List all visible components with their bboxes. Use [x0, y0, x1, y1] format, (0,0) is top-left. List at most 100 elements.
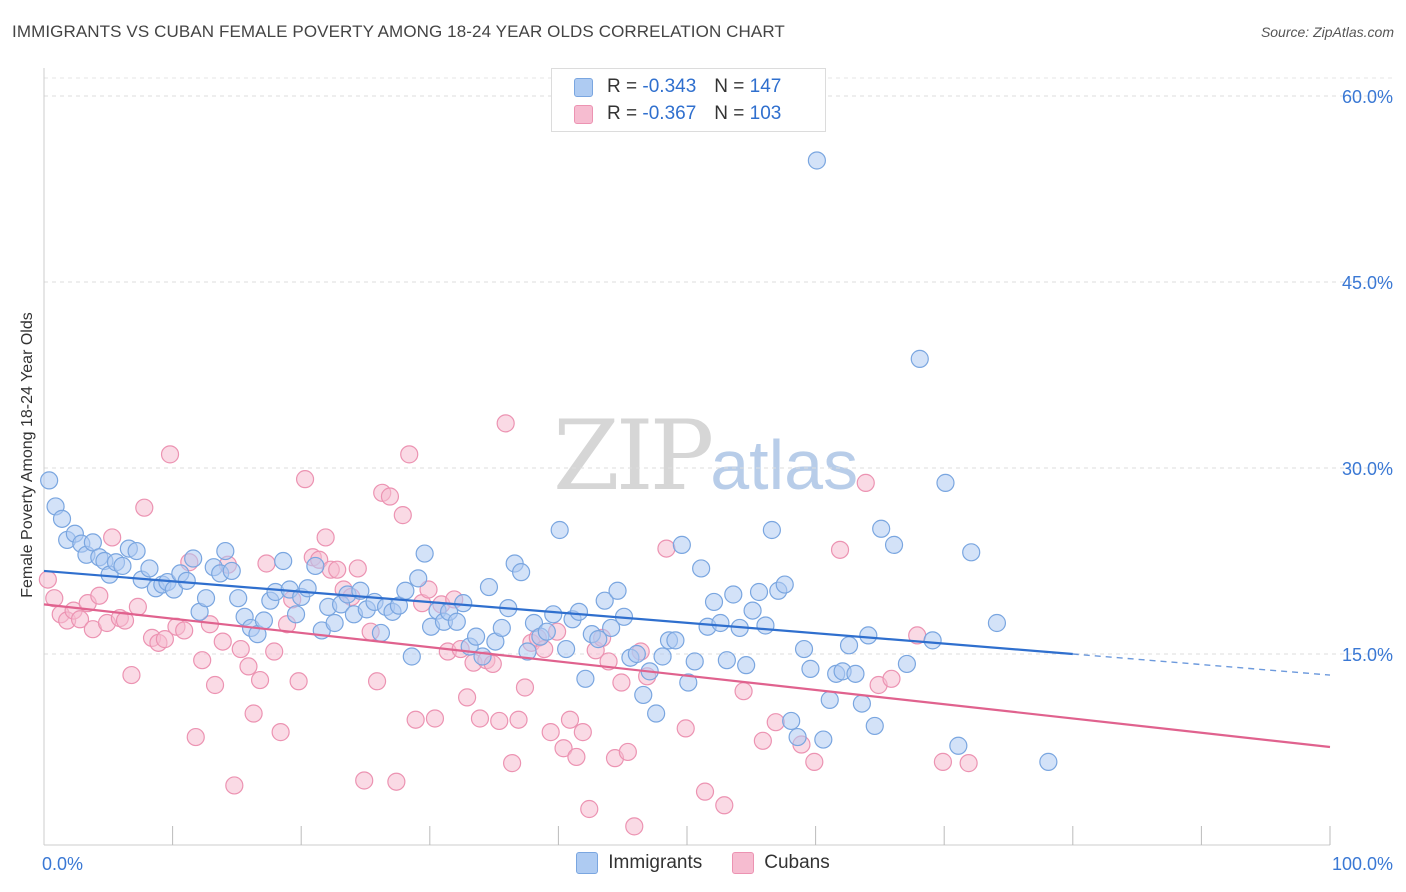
immigrants-point: [627, 644, 646, 664]
cubans-point: [856, 473, 875, 492]
cubans-point: [490, 711, 509, 731]
immigrants-point: [298, 579, 317, 598]
immigrants-point: [447, 612, 466, 631]
immigrants-trend-line: [43, 569, 1073, 656]
cubans-point: [155, 630, 174, 649]
cubans-point: [128, 597, 147, 616]
immigrants-point: [589, 630, 608, 649]
cubans-point: [618, 742, 637, 762]
cubans-point: [271, 723, 290, 742]
r-label: R =: [607, 103, 638, 124]
immigrants-point: [859, 626, 878, 645]
cubans-point: [115, 611, 135, 630]
cubans-point: [470, 709, 490, 728]
cubans-point: [766, 713, 785, 732]
immigrants-point: [544, 605, 563, 624]
legend-item-immigrants[interactable]: Immigrants: [576, 852, 702, 874]
immigrants-point: [788, 727, 807, 747]
immigrants-point: [814, 730, 833, 749]
immigrants-point: [402, 647, 421, 666]
correlation-legend: R = -0.343 N = 147 R = -0.367 N = 103: [551, 68, 826, 132]
immigrants-point: [325, 613, 344, 633]
immigrants-point: [897, 654, 917, 674]
immigrants-point: [492, 618, 511, 638]
cubans-point: [515, 678, 535, 697]
immigrants-point: [711, 613, 730, 633]
immigrants-point: [794, 639, 814, 659]
n-label: N =: [714, 103, 745, 124]
legend-item-cubans[interactable]: Cubans: [732, 852, 830, 874]
cubans-point: [239, 657, 258, 676]
immigrants-point: [737, 656, 756, 675]
immigrants-point: [127, 541, 146, 561]
immigrants-point: [409, 569, 428, 588]
cubans-point: [265, 642, 284, 661]
cubans-point: [830, 540, 850, 559]
cubans-point: [257, 554, 276, 573]
cubans-point: [612, 673, 631, 692]
cubans-point: [45, 589, 64, 608]
immigrants-point: [512, 563, 531, 582]
immigrants-point: [762, 520, 781, 540]
cubans-point: [250, 670, 270, 690]
immigrants-legend-label: Immigrants: [608, 852, 703, 873]
immigrants-point: [177, 571, 196, 590]
immigrants-point: [653, 647, 672, 666]
cubans-point: [503, 754, 522, 773]
immigrants-point: [852, 694, 871, 713]
n-value: 147: [749, 76, 782, 97]
immigrants-point: [801, 659, 820, 678]
cubans-point: [753, 731, 772, 750]
immigrants-point: [647, 704, 666, 723]
cubans-legend-label: Cubans: [764, 852, 830, 873]
cubans-point: [657, 539, 676, 558]
immigrants-point: [634, 685, 653, 705]
cubans-point: [90, 586, 109, 605]
immigrants-point: [865, 716, 884, 736]
n-label: N =: [714, 76, 745, 97]
immigrants-point: [749, 582, 769, 602]
immigrants-point: [40, 471, 59, 490]
cubans-point: [496, 414, 515, 433]
cubans-point: [625, 817, 644, 836]
cubans-point: [573, 723, 592, 742]
cubans-point: [103, 528, 122, 547]
immigrants-point: [756, 616, 775, 635]
cubans-point: [387, 772, 406, 791]
cubans-point: [676, 719, 695, 738]
source-label: Source: ZipAtlas.com: [1260, 24, 1394, 40]
cubans-point: [734, 682, 753, 701]
immigrants-point: [704, 592, 724, 612]
immigrants-point: [518, 642, 537, 661]
immigrants-point: [550, 520, 569, 540]
cubans-point: [457, 688, 477, 707]
immigrants-point: [949, 736, 968, 755]
cubans-point: [244, 704, 263, 723]
x-tick-label: 100.0%: [1332, 854, 1393, 874]
immigrants-trend-extension: [1072, 653, 1331, 676]
cubans-point: [406, 710, 425, 729]
y-tick-label: 30.0%: [1342, 459, 1393, 479]
immigrants-point: [52, 509, 72, 528]
immigrants-point: [479, 577, 499, 597]
immigrants-point: [782, 711, 801, 731]
immigrants-point: [987, 613, 1007, 633]
immigrants-point: [846, 664, 865, 683]
cubans-point: [554, 739, 573, 758]
immigrants-point: [140, 559, 159, 578]
cubans-point: [695, 782, 715, 801]
immigrants-point: [724, 585, 743, 604]
x-tick-label: 0.0%: [42, 854, 83, 874]
cubans-point: [805, 752, 824, 771]
cubans-point: [289, 672, 308, 691]
immigrants-point: [679, 673, 698, 692]
immigrants-point: [884, 535, 904, 554]
immigrants-point: [743, 601, 762, 620]
cubans-point: [425, 709, 445, 728]
immigrants-point: [839, 636, 859, 655]
trend-lines: [43, 569, 1331, 749]
chart-title: IMMIGRANTS VS CUBAN FEMALE POVERTY AMONG…: [12, 22, 785, 41]
immigrants-point: [595, 591, 614, 610]
cubans-point: [567, 747, 586, 767]
